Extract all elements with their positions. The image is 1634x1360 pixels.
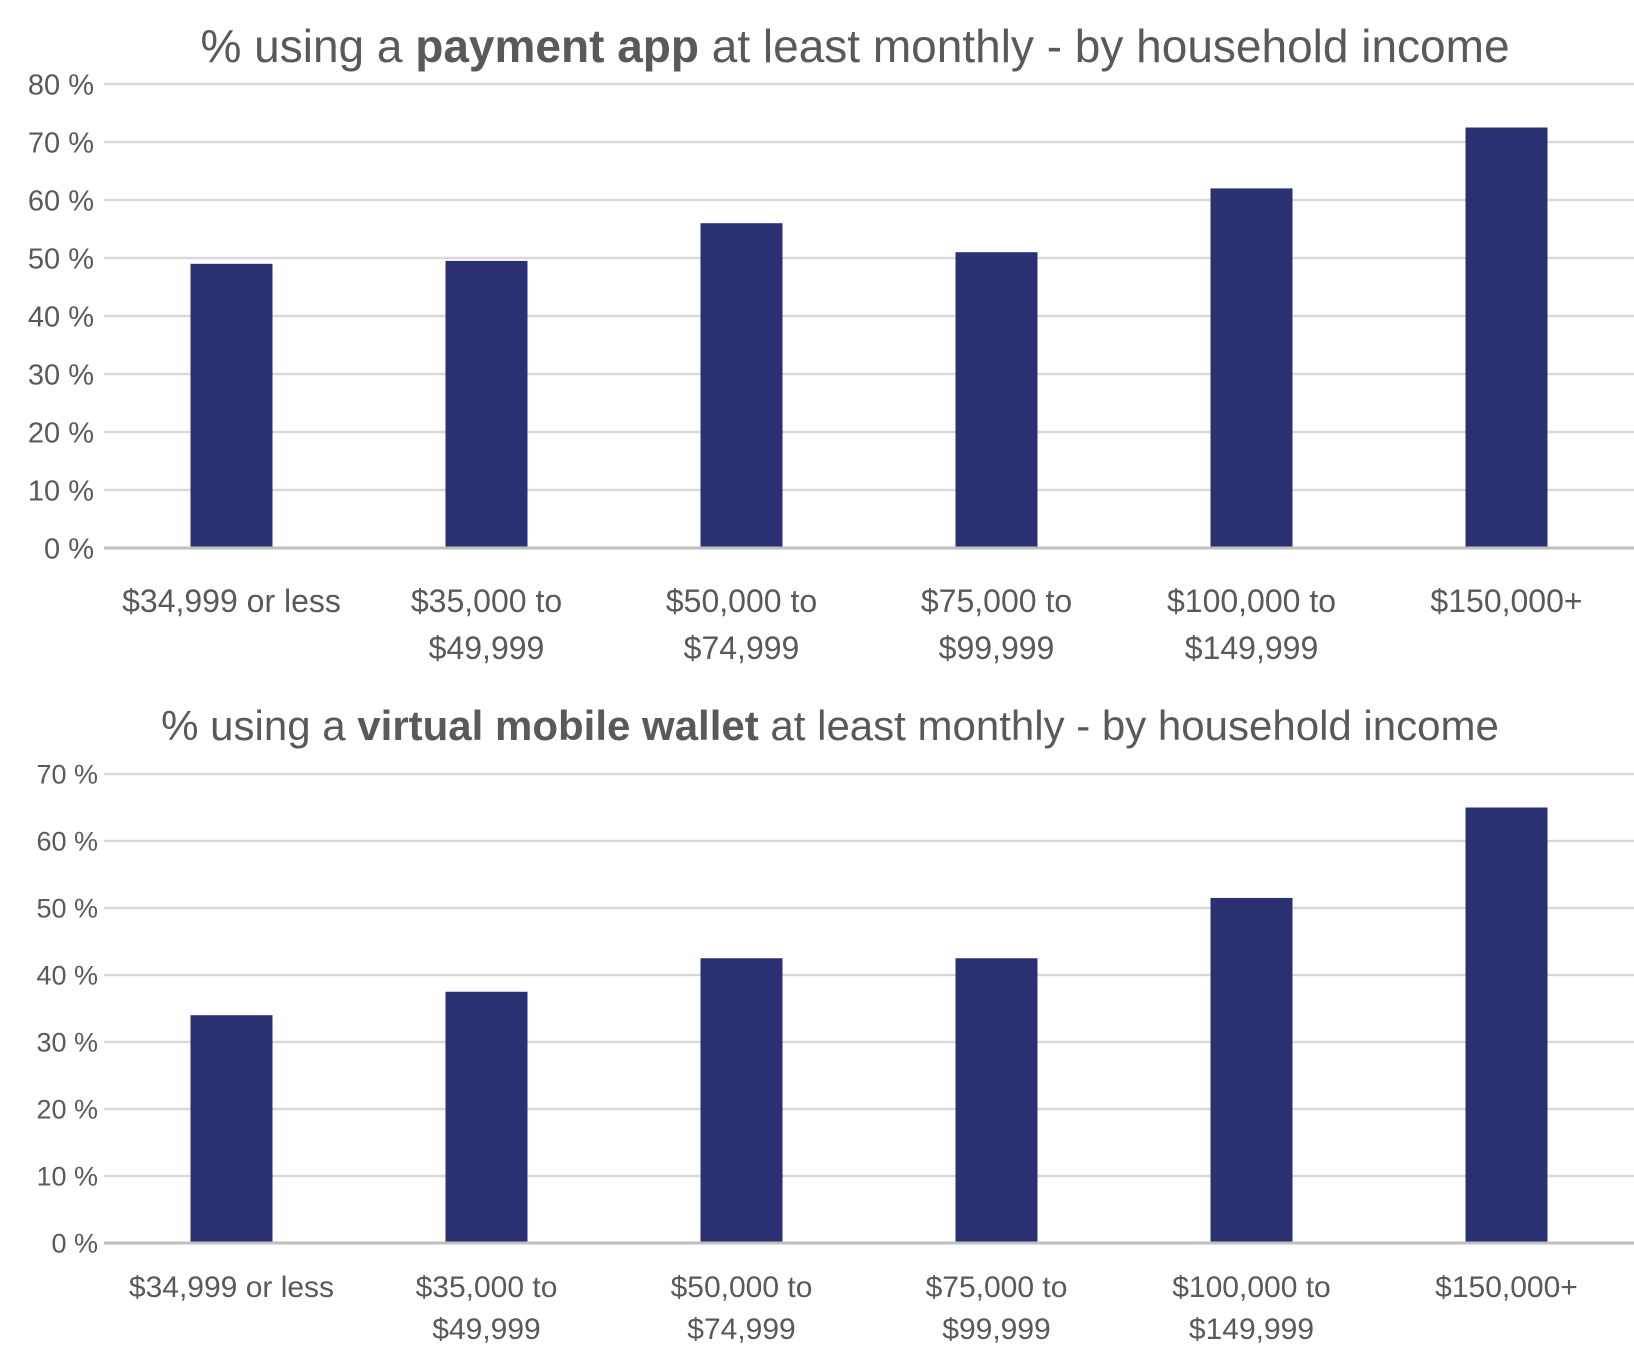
bar xyxy=(190,263,273,547)
x-tick-label: $150,000+ xyxy=(1435,1271,1578,1304)
y-tick-label: 80 % xyxy=(28,69,94,101)
chart-title: % using a payment app at least monthly -… xyxy=(200,20,1509,72)
y-tick-label: 20 % xyxy=(28,417,94,449)
y-tick-label: 0 % xyxy=(44,533,94,565)
bar xyxy=(1465,807,1548,1242)
bar xyxy=(445,991,528,1242)
chart-2: % using a virtual mobile wallet at least… xyxy=(36,702,1634,1346)
y-tick-label: 30 % xyxy=(28,359,94,391)
chart-title: % using a virtual mobile wallet at least… xyxy=(161,702,1499,749)
chart-title-part: at least monthly - by household income xyxy=(759,702,1499,749)
x-tick-label: $35,000 to xyxy=(416,1271,558,1304)
x-tick-label: $100,000 to xyxy=(1167,583,1336,619)
x-tick-label: $99,999 xyxy=(942,1313,1050,1346)
bar xyxy=(1465,127,1548,547)
y-tick-label: 10 % xyxy=(36,1162,98,1192)
y-tick-label: 10 % xyxy=(28,475,94,507)
x-tick-label: $34,999 or less xyxy=(129,1271,334,1304)
bar xyxy=(955,958,1038,1242)
chart-title-bold-part: payment app xyxy=(415,20,699,72)
x-tick-label: $100,000 to xyxy=(1172,1271,1330,1304)
x-tick-label: $35,000 to xyxy=(411,583,562,619)
y-tick-label: 70 % xyxy=(36,760,98,790)
x-tick-label: $50,000 to xyxy=(666,583,817,619)
bar xyxy=(700,958,783,1242)
bar xyxy=(1210,188,1293,547)
y-tick-label: 50 % xyxy=(28,243,94,275)
bar xyxy=(955,252,1038,547)
x-tick-label: $149,999 xyxy=(1185,630,1318,666)
bar xyxy=(190,1015,273,1242)
x-tick-label: $34,999 or less xyxy=(122,583,341,619)
x-tick-label: $75,000 to xyxy=(926,1271,1068,1304)
y-tick-label: 40 % xyxy=(36,961,98,991)
chart-title-bold-part: virtual mobile wallet xyxy=(357,702,758,749)
x-tick-label: $75,000 to xyxy=(921,583,1072,619)
x-tick-label: $149,999 xyxy=(1189,1313,1314,1346)
y-tick-label: 50 % xyxy=(36,894,98,924)
chart-title-part: % using a xyxy=(200,20,415,72)
x-tick-label: $49,999 xyxy=(432,1313,540,1346)
bar xyxy=(1210,897,1293,1242)
y-tick-label: 60 % xyxy=(28,185,94,217)
y-tick-label: 70 % xyxy=(28,127,94,159)
chart-title-part: % using a xyxy=(161,702,357,749)
x-tick-label: $50,000 to xyxy=(671,1271,813,1304)
y-tick-label: 40 % xyxy=(28,301,94,333)
x-tick-label: $74,999 xyxy=(687,1313,795,1346)
x-tick-label: $99,999 xyxy=(939,630,1055,666)
y-tick-label: 0 % xyxy=(51,1229,98,1259)
y-tick-label: 30 % xyxy=(36,1028,98,1058)
bar xyxy=(700,223,783,547)
chart-1: % using a payment app at least monthly -… xyxy=(28,20,1634,666)
chart-title-part: at least monthly - by household income xyxy=(699,20,1510,72)
x-tick-label: $74,999 xyxy=(684,630,800,666)
bar xyxy=(445,260,528,547)
y-tick-label: 60 % xyxy=(36,827,98,857)
y-tick-label: 20 % xyxy=(36,1095,98,1125)
x-tick-label: $150,000+ xyxy=(1430,583,1582,619)
x-tick-label: $49,999 xyxy=(429,630,545,666)
